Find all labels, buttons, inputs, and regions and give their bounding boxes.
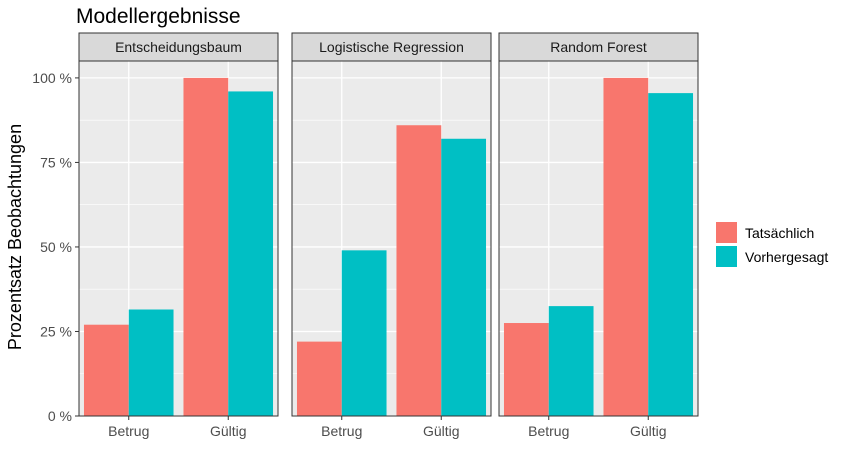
x-tick-label: Betrug [321, 423, 362, 439]
x-tick-label: Gültig [423, 423, 460, 439]
facet-strip [498, 32, 699, 62]
y-tick-label: 100 % [32, 70, 72, 86]
bar [503, 323, 549, 416]
y-tick-label: 25 % [40, 323, 72, 339]
panel-border [291, 60, 492, 417]
bar [83, 324, 129, 416]
bar [648, 93, 694, 416]
bar [128, 309, 174, 416]
bar [296, 341, 342, 416]
bar [396, 125, 442, 416]
legend-label: Vorhergesagt [745, 249, 828, 265]
facet-panel: Random Forest Betrug Gültig [498, 32, 699, 439]
y-tick-label: 75 % [40, 154, 72, 170]
legend-item: Tatsächlich [716, 222, 814, 243]
y-tick-label: 0 % [48, 408, 72, 424]
x-tick-label: Gültig [630, 423, 667, 439]
facet-strip-label: Entscheidungsbaum [115, 39, 242, 55]
facet-strip [78, 32, 279, 62]
facet-panel: Logistische Regression Betrug Gültig [291, 32, 492, 439]
bar [603, 77, 649, 417]
legend-label: Tatsächlich [745, 225, 814, 241]
facet-panel: Entscheidungsbaum Betrug Gültig [78, 32, 279, 439]
facet-strip-label: Random Forest [550, 39, 647, 55]
chart-title: Modellergebnisse [76, 5, 241, 28]
y-tick-label: 50 % [40, 239, 72, 255]
legend-key [716, 246, 737, 267]
x-tick-label: Gültig [210, 423, 247, 439]
panel-border [78, 60, 279, 417]
x-tick-label: Betrug [528, 423, 569, 439]
bar [183, 77, 229, 417]
legend-item: Vorhergesagt [716, 246, 828, 267]
y-axis-title: Prozentsatz Beobachtungen [5, 124, 25, 350]
legend-key [716, 222, 737, 243]
bar [228, 91, 274, 416]
bar [548, 306, 594, 416]
panel-border [498, 60, 699, 417]
x-tick-label: Betrug [108, 423, 149, 439]
bar [441, 138, 487, 416]
facet-strip-label: Logistische Regression [319, 39, 464, 55]
bar [341, 250, 387, 416]
facet-strip [291, 32, 492, 62]
